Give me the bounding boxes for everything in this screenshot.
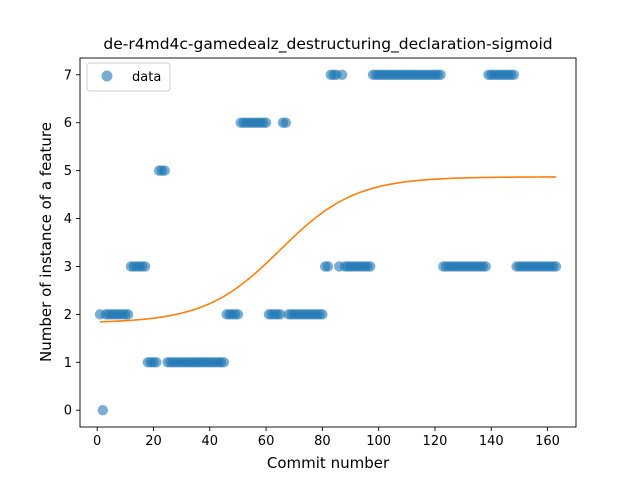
y-tick-label: 2 — [64, 308, 72, 323]
x-tick-label: 160 — [535, 434, 560, 449]
x-tick-label: 40 — [201, 434, 218, 449]
data-point — [232, 309, 244, 320]
legend-label: data — [132, 70, 161, 85]
data-point — [122, 309, 134, 320]
x-tick-label: 80 — [314, 434, 331, 449]
x-axis-title: Commit number — [267, 454, 390, 472]
data-point — [480, 261, 491, 272]
chart-title: de-r4md4c-gamedealz_destructuring_declar… — [103, 35, 552, 54]
data-point — [435, 69, 446, 80]
data-point — [550, 261, 562, 272]
legend-box — [86, 62, 171, 92]
axes-frame — [79, 57, 577, 428]
x-tick-label: 60 — [258, 434, 275, 449]
y-tick-label: 4 — [64, 212, 72, 227]
data-point — [260, 117, 272, 128]
data-point — [317, 309, 328, 320]
y-axis-title: Number of instance of a feature — [37, 122, 55, 362]
y-axis: 0 1 2 3 4 5 6 7 — [64, 68, 80, 419]
y-tick-label: 3 — [64, 260, 72, 275]
y-tick-label: 5 — [64, 164, 72, 179]
data-point — [159, 165, 170, 176]
data-point — [322, 261, 334, 272]
y-tick-label: 7 — [64, 68, 72, 83]
x-axis: 0 20 40 60 80 100 120 140 160 — [93, 427, 560, 449]
x-tick-label: 100 — [366, 434, 391, 449]
x-tick-label: 120 — [423, 434, 448, 449]
y-tick-label: 1 — [64, 356, 72, 371]
data-point — [139, 261, 151, 272]
plot-area — [79, 57, 577, 428]
y-tick-label: 0 — [64, 404, 72, 419]
data-point — [365, 261, 376, 272]
y-tick-label: 6 — [64, 116, 72, 131]
data-point — [151, 357, 162, 368]
data-point — [97, 405, 109, 416]
data-point — [336, 69, 348, 80]
x-tick-label: 0 — [93, 434, 101, 449]
data-point — [218, 357, 230, 368]
fit-line — [99, 176, 557, 323]
data-point — [508, 69, 519, 80]
x-tick-label: 20 — [145, 434, 162, 449]
data-point — [274, 309, 286, 320]
legend: data — [86, 62, 171, 92]
x-tick-label: 140 — [479, 434, 504, 449]
legend-marker — [101, 70, 113, 82]
data-point — [280, 117, 291, 128]
